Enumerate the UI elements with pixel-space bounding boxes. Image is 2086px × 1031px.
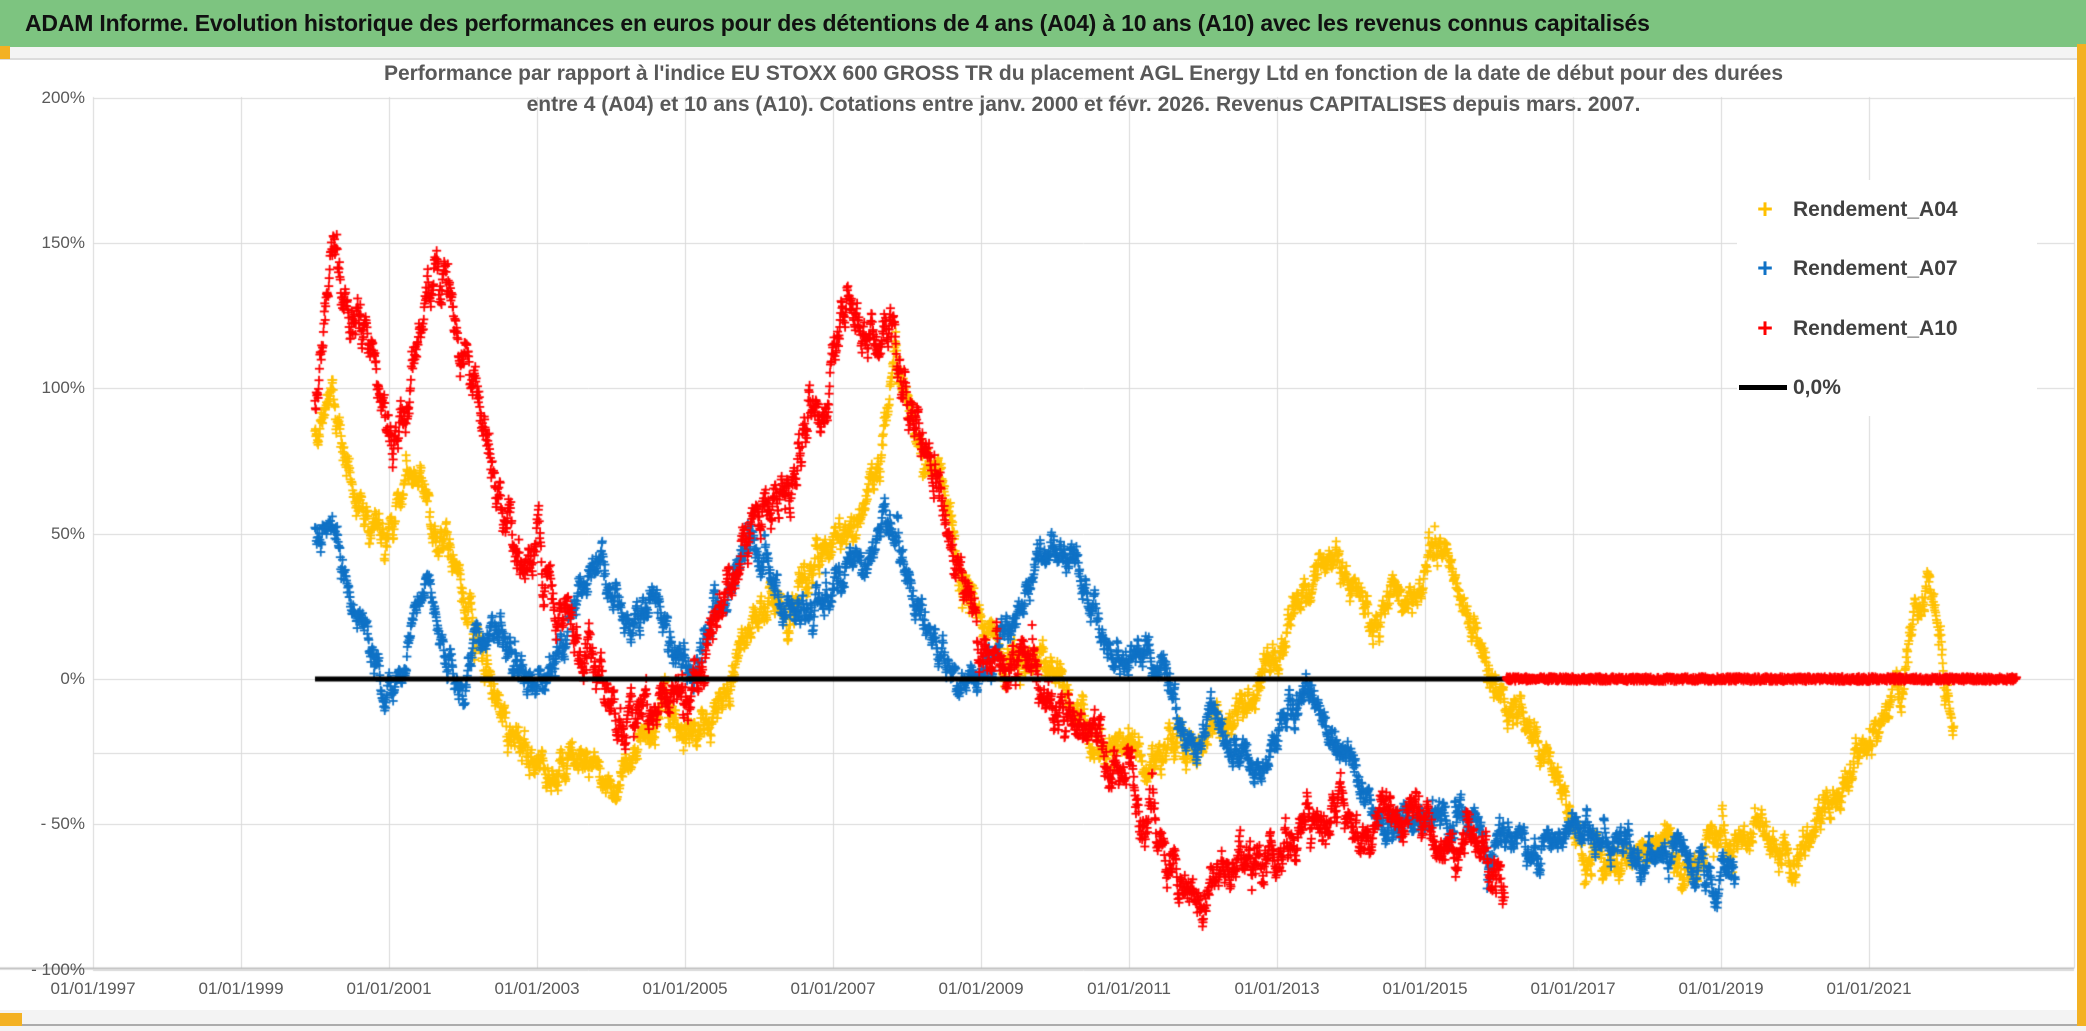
legend-item-rendement-a10: + Rendement_A10 <box>1737 311 2037 347</box>
y-tick-label: 200% <box>41 87 85 107</box>
x-tick-label: 01/01/2021 <box>1826 979 1912 998</box>
legend-item-0-0-: 0,0% <box>1737 370 2037 406</box>
legend-item-rendement-a04: + Rendement_A04 <box>1737 192 2037 228</box>
bottom-divider-line <box>0 1024 2086 1026</box>
y-tick-label: 50% <box>50 523 85 543</box>
legend-item-rendement-a07: + Rendement_A07 <box>1737 251 2037 287</box>
y-tick-label: 100% <box>41 378 85 398</box>
y-tick-label: - 100% <box>31 959 85 979</box>
x-tick-label: 01/01/2015 <box>1382 979 1468 998</box>
legend-line-swatch-icon <box>1739 385 1787 390</box>
legend-plus-marker-icon: + <box>1757 194 1773 224</box>
x-tick-label: 01/01/1997 <box>50 979 136 998</box>
legend-label: Rendement_A04 <box>1793 198 1958 221</box>
chart-title-line1: Performance par rapport à l'indice EU ST… <box>383 62 1784 85</box>
right-accent-bar <box>2077 44 2086 1026</box>
y-tick-label: 150% <box>41 232 85 252</box>
x-tick-label: 01/01/2007 <box>790 979 876 998</box>
y-tick-label: 0% <box>60 669 85 688</box>
legend: + Rendement_A04 + Rendement_A07 + Rendement_A… <box>1737 180 2037 416</box>
x-tick-label: 01/01/2009 <box>938 979 1024 998</box>
legend-plus-marker-icon: + <box>1757 253 1773 283</box>
legend-plus-marker-icon: + <box>1757 313 1773 343</box>
chart-title: Performance par rapport à l'indice EU ST… <box>93 58 2074 120</box>
y-tick-label: - 50% <box>40 814 85 834</box>
legend-label: Rendement_A10 <box>1793 317 1958 340</box>
x-tick-label: 01/01/2017 <box>1530 979 1616 998</box>
bottom-strip <box>0 1010 2086 1031</box>
chart-title-line2: entre 4 (A04) et 10 ans (A10). Cotations… <box>526 93 1641 116</box>
x-tick-label: 01/01/2013 <box>1234 979 1320 998</box>
bottom-left-accent <box>0 1013 22 1026</box>
x-tick-label: 01/01/2003 <box>494 979 580 998</box>
legend-label: Rendement_A07 <box>1793 257 1958 280</box>
x-tick-label: 01/01/2011 <box>1087 979 1171 998</box>
x-tick-label: 01/01/2005 <box>642 979 728 998</box>
x-tick-label: 01/01/2019 <box>1678 979 1764 998</box>
legend-label: 0,0% <box>1793 376 1841 399</box>
x-tick-label: 01/01/1999 <box>198 979 284 998</box>
x-tick-label: 01/01/2001 <box>346 979 432 998</box>
